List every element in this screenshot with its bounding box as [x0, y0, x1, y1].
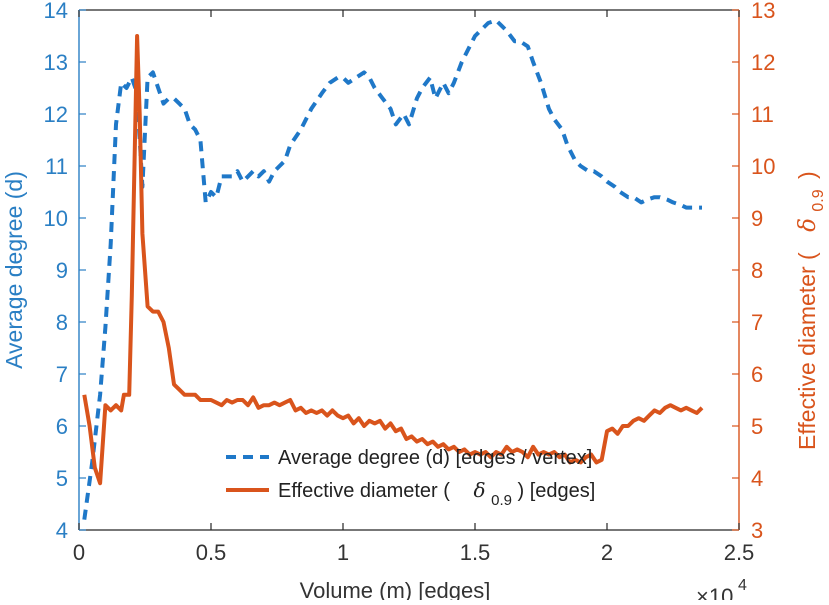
- legend-ed-symbol: δ: [474, 478, 486, 502]
- x-multiplier-base: ×10: [696, 584, 733, 600]
- left-y-tick-label: 13: [44, 50, 68, 75]
- left-y-tick-label: 12: [44, 102, 68, 127]
- left-y-tick-label: 4: [56, 518, 68, 543]
- right-y-tick-label: 6: [751, 362, 763, 387]
- right-y-tick-label: 11: [751, 102, 774, 127]
- legend: Average degree (d) [edges / vertex] Effe…: [226, 447, 595, 510]
- legend-ed-tail: ) [edges]: [518, 480, 596, 502]
- legend-ed-subscript: 0.9: [491, 492, 512, 509]
- right-y-tick-label: 7: [751, 310, 763, 335]
- right-y-tick-label: 8: [751, 258, 763, 283]
- x-axis-multiplier: ×10 4: [696, 577, 747, 605]
- left-y-tick-label: 9: [56, 258, 68, 283]
- x-tick-label: 1: [337, 540, 349, 565]
- left-y-tick-label: 10: [44, 206, 68, 231]
- left-y-tick-label: 14: [44, 0, 68, 23]
- right-y-tick-label: 4: [751, 466, 763, 491]
- legend-label-effective-diameter: Effective diameter ( δ 0.9 ) [edges]: [278, 478, 595, 510]
- legend-label-average-degree: Average degree (d) [edges / vertex]: [278, 447, 592, 469]
- right-y-label-text: Effective diameter (: [794, 252, 820, 450]
- plot-area: [79, 10, 739, 530]
- right-y-label-symbol: δ: [795, 218, 821, 232]
- left-y-axis-label: Average degree (d): [1, 171, 27, 369]
- svg-text:Effective diameter ( δ: Effective diameter ( δ 0.9 ): [794, 171, 828, 450]
- right-y-label-close: ): [794, 171, 820, 179]
- right-y-tick-label: 10: [751, 154, 775, 179]
- x-tick-label: 0: [73, 540, 85, 565]
- left-y-tick-label: 7: [56, 362, 68, 387]
- right-y-label-subscript: 0.9: [810, 189, 827, 211]
- left-y-tick-label: 8: [56, 310, 68, 335]
- right-y-axis-label: Effective diameter ( δ 0.9 ): [794, 171, 828, 450]
- right-y-tick-label: 5: [751, 414, 763, 439]
- x-tick-label: 2: [601, 540, 613, 565]
- right-y-tick-label: 9: [751, 206, 763, 231]
- series-effective-diameter-line: [82, 34, 704, 486]
- series-average-degree-line: [82, 18, 702, 520]
- x-tick-label: 2.5: [724, 540, 755, 565]
- x-tick-label: 1.5: [460, 540, 491, 565]
- right-y-tick-label: 12: [751, 50, 775, 75]
- legend-ed-text: Effective diameter (: [278, 480, 450, 502]
- x-tick-label: 0.5: [196, 540, 227, 565]
- left-y-tick-label: 5: [56, 466, 68, 491]
- x-multiplier-exponent: 4: [738, 577, 747, 594]
- x-axis-label: Volume (m) [edges]: [300, 578, 491, 600]
- right-y-tick-label: 13: [751, 0, 775, 23]
- left-y-tick-label: 11: [45, 154, 68, 179]
- right-y-tick-label: 3: [751, 518, 763, 543]
- left-y-tick-label: 6: [56, 414, 68, 439]
